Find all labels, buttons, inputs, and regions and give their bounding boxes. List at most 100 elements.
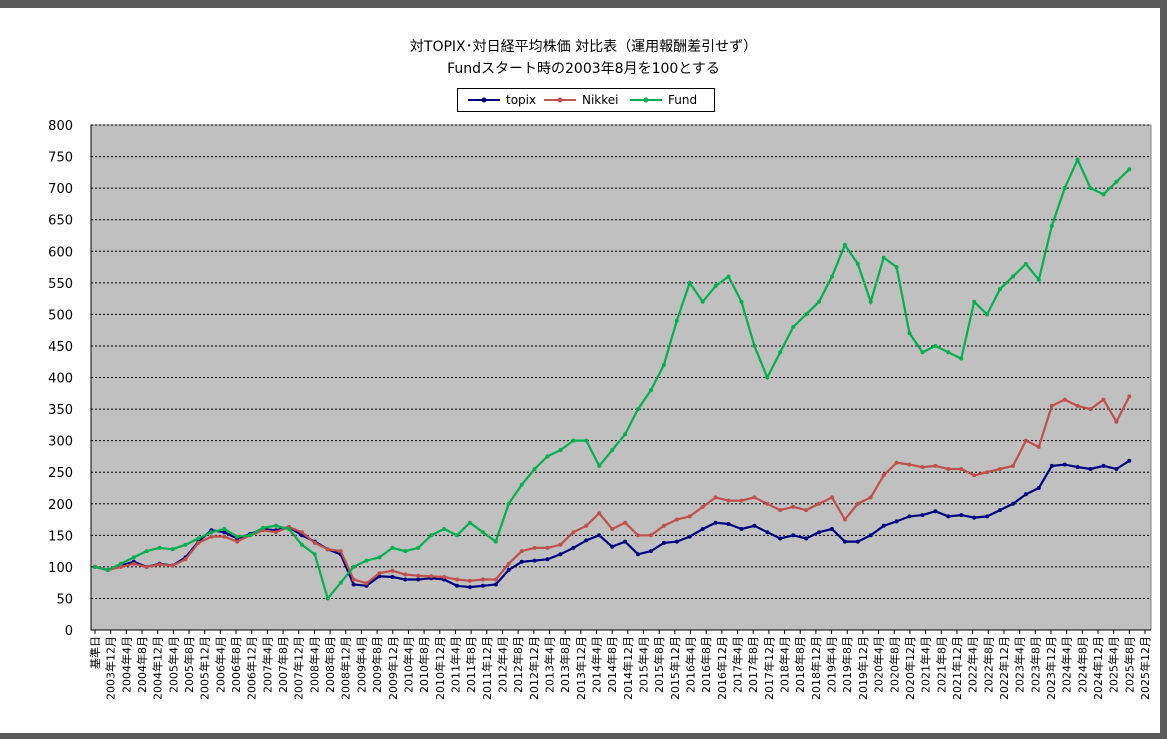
x-tick-label: 2025年12月 — [1138, 636, 1152, 700]
x-tick-label: 2013年8月 — [558, 636, 572, 693]
data-point-topix — [222, 530, 227, 535]
data-point-nikkei — [429, 574, 434, 579]
data-point-nikkei — [842, 517, 847, 522]
data-point-fund — [1088, 186, 1093, 191]
x-tick-label: 2021年4月 — [919, 636, 933, 693]
data-point-nikkei — [299, 530, 304, 535]
data-point-fund — [674, 318, 679, 323]
data-point-fund — [338, 580, 343, 585]
x-tick-label: 2022年4月 — [966, 636, 980, 693]
x-tick-label: 2008年8月 — [323, 636, 337, 693]
data-point-fund — [170, 547, 175, 552]
x-tick-label: 2011年8月 — [464, 636, 478, 693]
data-point-fund — [299, 542, 304, 547]
y-tick-label: 200 — [48, 498, 73, 513]
data-point-nikkei — [506, 561, 511, 566]
x-tick-label: 2020年12月 — [903, 636, 917, 700]
x-tick-label: 2008年12月 — [339, 636, 353, 700]
data-point-fund — [920, 350, 925, 355]
data-point-fund — [972, 299, 977, 304]
data-point-topix — [1088, 467, 1093, 471]
data-point-topix — [855, 539, 860, 544]
data-point-nikkei — [144, 564, 149, 569]
data-point-fund — [325, 596, 330, 601]
y-tick-label: 800 — [48, 119, 73, 134]
x-tick-label: 2015年4月 — [637, 636, 651, 693]
data-point-fund — [623, 432, 628, 437]
chart-legend: topix Nikkei Fund — [457, 88, 715, 112]
data-point-nikkei — [946, 467, 951, 471]
data-point-fund — [558, 448, 563, 453]
data-point-topix — [1075, 465, 1080, 470]
data-point-topix — [700, 527, 705, 531]
data-point-nikkei — [636, 533, 640, 538]
legend-label: topix — [506, 93, 537, 107]
data-point-nikkei — [519, 549, 524, 554]
data-point-topix — [894, 519, 899, 524]
data-point-nikkei — [894, 460, 899, 465]
data-point-nikkei — [985, 470, 990, 475]
legend-item-topix: topix — [466, 93, 536, 107]
x-tick-label: 2010年4月 — [401, 636, 415, 693]
data-point-fund — [442, 527, 447, 531]
data-point-nikkei — [1036, 444, 1041, 449]
x-tick-label: 2011年12月 — [480, 636, 494, 700]
data-point-nikkei — [972, 473, 977, 478]
data-point-fund — [261, 525, 266, 530]
data-point-fund — [726, 274, 731, 279]
x-tick-label: 2018年4月 — [778, 636, 792, 693]
x-tick-label: 2017年8月 — [746, 636, 760, 693]
data-point-topix — [842, 539, 847, 544]
data-point-nikkei — [791, 504, 796, 509]
data-point-fund — [519, 482, 524, 487]
window-top-border — [0, 0, 1167, 8]
data-point-nikkei — [713, 495, 718, 500]
data-point-nikkei — [131, 561, 136, 566]
data-point-fund — [480, 530, 485, 535]
legend-label: Nikkei — [582, 93, 619, 107]
data-point-nikkei — [881, 473, 886, 478]
data-point-nikkei — [1049, 403, 1054, 408]
x-tick-label: 2005年8月 — [182, 636, 196, 693]
x-tick-label: 2016年4月 — [684, 636, 698, 693]
x-tick-label: 2009年8月 — [370, 636, 384, 693]
data-point-topix — [778, 536, 783, 541]
data-point-nikkei — [532, 545, 537, 550]
data-point-nikkei — [933, 463, 938, 468]
data-point-nikkei — [817, 501, 821, 506]
data-point-nikkei — [752, 495, 757, 500]
data-point-fund — [713, 284, 718, 288]
x-tick-label: 2007年4月 — [260, 636, 274, 693]
window-right-border — [1160, 0, 1167, 739]
x-tick-label: 2014年12月 — [621, 636, 635, 700]
data-point-fund — [894, 265, 899, 269]
data-point-nikkei — [235, 539, 240, 544]
data-point-topix — [661, 540, 666, 545]
data-point-nikkei — [1062, 397, 1067, 402]
data-point-nikkei — [183, 557, 188, 562]
data-point-nikkei — [545, 545, 550, 550]
data-point-topix — [403, 577, 408, 582]
data-point-topix — [532, 558, 537, 563]
legend-label: Fund — [668, 93, 698, 107]
data-point-fund — [286, 527, 291, 531]
data-point-nikkei — [1023, 438, 1028, 443]
data-point-fund — [377, 555, 382, 560]
x-tick-label: 2018年8月 — [793, 636, 807, 693]
data-point-nikkei — [196, 540, 201, 545]
data-point-fund — [1062, 186, 1067, 191]
data-point-fund — [183, 542, 188, 547]
data-point-fund — [881, 255, 886, 260]
data-point-nikkei — [649, 533, 653, 538]
x-tick-label: 2020年8月 — [887, 636, 901, 693]
x-tick-label: 2017年12月 — [762, 636, 776, 700]
data-point-fund — [1011, 274, 1015, 279]
data-point-nikkei — [403, 572, 408, 577]
data-point-fund — [390, 545, 395, 550]
data-point-nikkei — [442, 575, 447, 579]
data-point-fund — [105, 568, 110, 572]
data-point-fund — [765, 375, 770, 380]
data-point-fund — [1049, 224, 1054, 228]
data-point-topix — [998, 508, 1002, 513]
x-tick-label: 2007年8月 — [276, 636, 290, 693]
